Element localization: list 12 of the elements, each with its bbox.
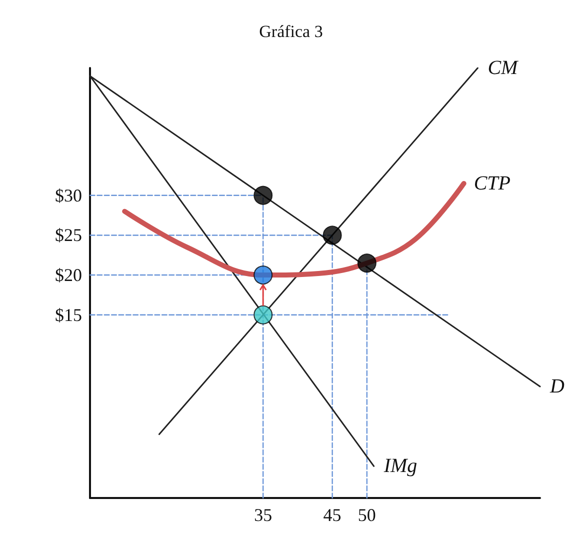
x-tick-label: 45 bbox=[323, 505, 342, 525]
series-label: CTP bbox=[474, 172, 511, 194]
series-label: IMg bbox=[382, 455, 418, 478]
x-tick-label: 50 bbox=[358, 505, 376, 525]
chart-title: Gráfica 3 bbox=[259, 22, 323, 41]
y-tick-label: $30 bbox=[55, 185, 82, 206]
y-tick-label: $25 bbox=[55, 225, 82, 246]
x-tick-label: 35 bbox=[254, 505, 272, 525]
series-label: D bbox=[549, 376, 565, 398]
y-tick-label: $15 bbox=[55, 304, 82, 325]
y-tick-label: $20 bbox=[55, 265, 82, 286]
series-label: CM bbox=[488, 57, 520, 79]
